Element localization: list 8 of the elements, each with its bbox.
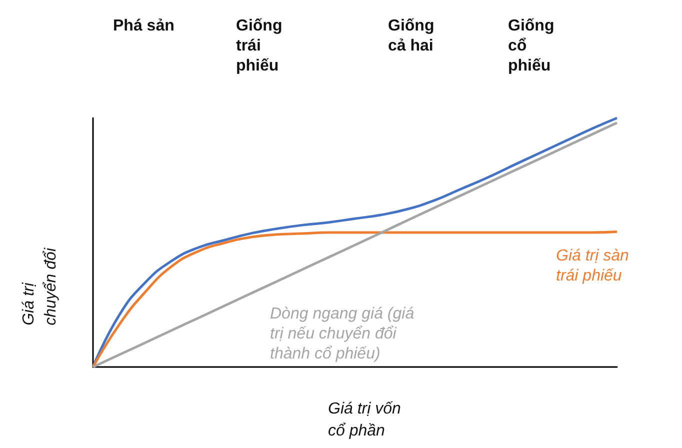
y-axis-title: Giá trị chuyển đổi	[20, 248, 60, 326]
text: Giống trái phiếu	[236, 18, 282, 74]
x-axis-title: Giá trị vốn cổ phần	[328, 400, 402, 440]
series-label: Giá trị sàn trái phiếu	[556, 248, 630, 284]
text: Phá sản	[113, 18, 174, 34]
series-label: Dòng ngang giá (giá trị nếu chuyển đổi thành cổ phiếu)	[270, 306, 414, 362]
text: Giống cả hai	[388, 18, 434, 54]
text: Giống cổ phiếu	[508, 18, 554, 74]
